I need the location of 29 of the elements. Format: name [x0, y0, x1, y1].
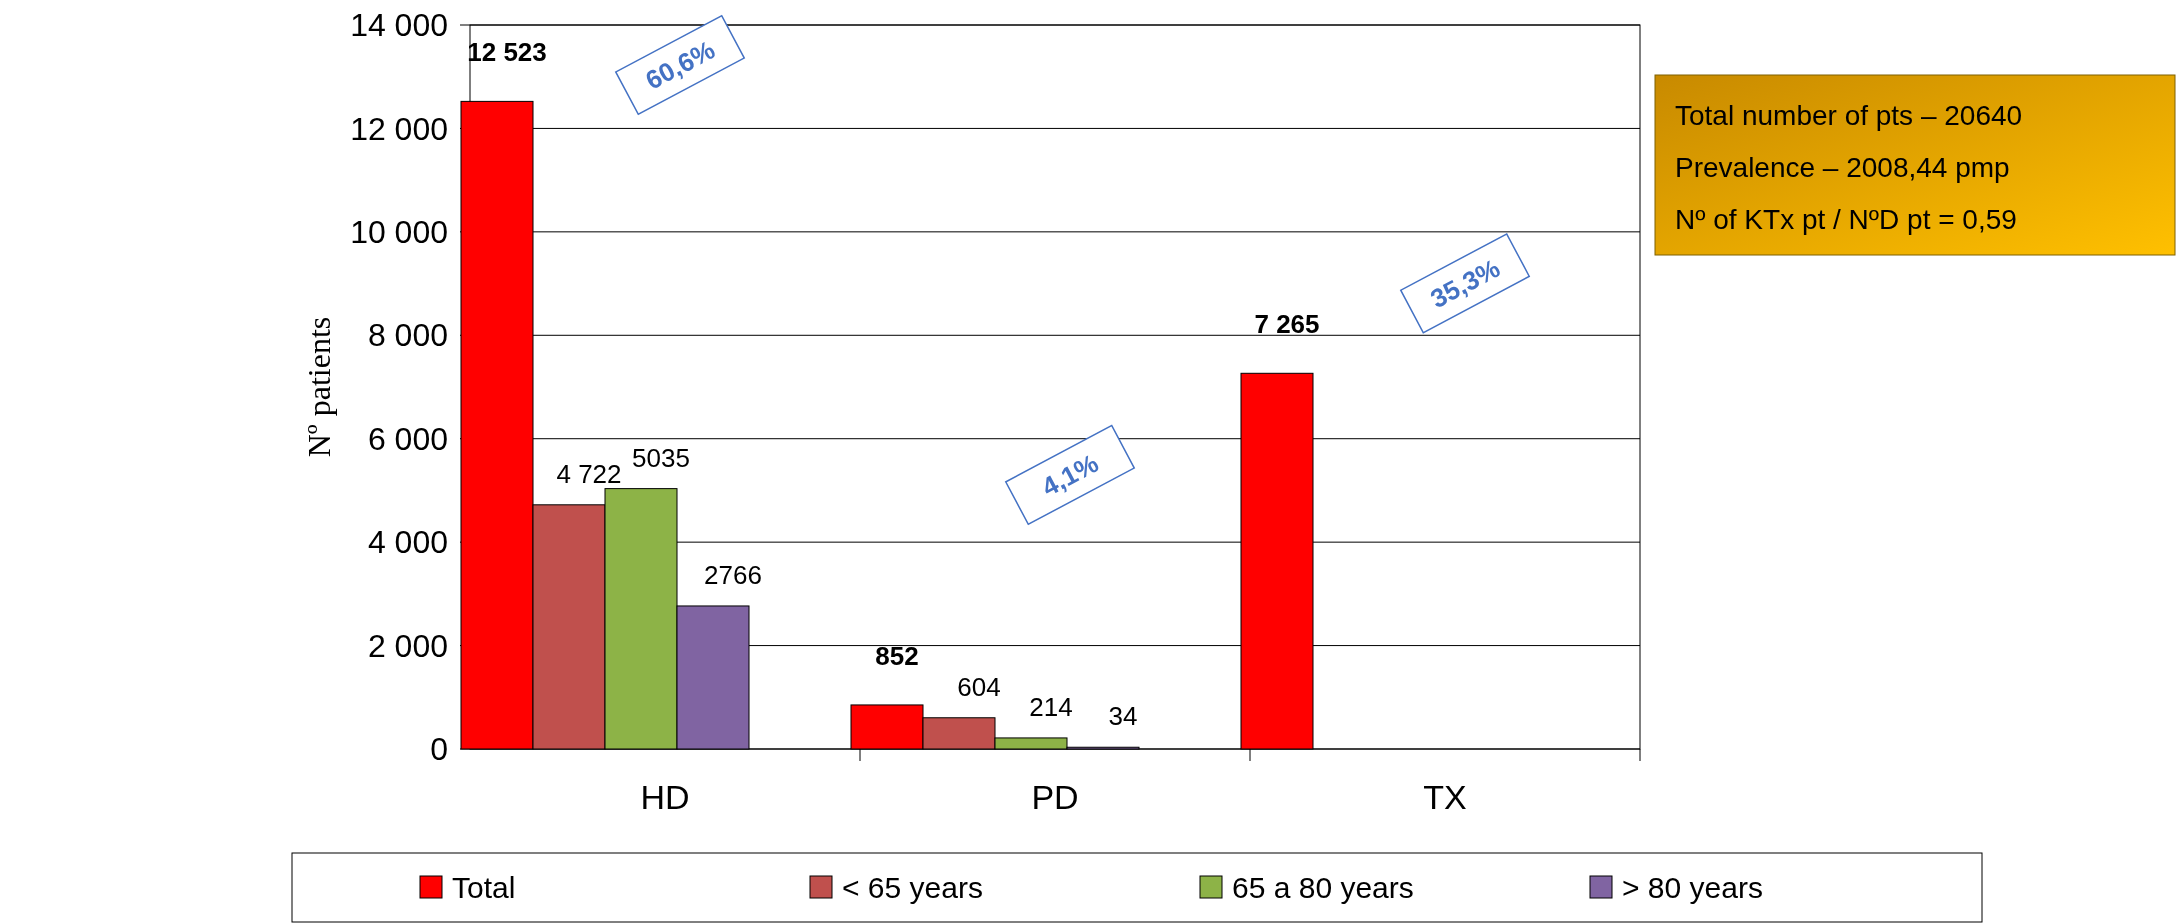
text: Prevalence – 2008,44 pmp [1675, 152, 2010, 183]
data-label: 34 [1108, 701, 1138, 732]
data-label: 214 [1029, 691, 1073, 722]
y-tick-label: 12 000 [350, 110, 448, 147]
data-label: 5035 [632, 442, 690, 473]
y-tick-label: 10 000 [350, 214, 448, 251]
legend-label: < 65 years [842, 870, 983, 904]
data-label: 852 [875, 640, 919, 671]
legend-label: Total [452, 870, 516, 904]
y-tick-label: 4 000 [367, 524, 448, 561]
text: Nº of KTx pt / NºD pt = 0,59 [1675, 204, 2017, 235]
data-label: 604 [957, 671, 1001, 702]
data-label: 7 265 [1254, 309, 1320, 340]
x-tick-label: TX [1423, 778, 1467, 816]
data-label: 4 722 [556, 458, 622, 489]
y-tick-label: 14 000 [350, 7, 448, 44]
data-label: 2766 [704, 559, 762, 590]
data-label: 12 523 [467, 37, 547, 68]
legend-label: > 80 years [1622, 870, 1763, 904]
text: Total number of pts – 20640 [1675, 100, 2023, 131]
annotation: 4,1% [1036, 447, 1104, 503]
x-tick-label: PD [1031, 778, 1079, 816]
legend-label: 65 a 80 years [1232, 870, 1414, 904]
y-tick-label: 2 000 [367, 627, 448, 664]
y-tick-label: 0 [430, 731, 448, 768]
x-tick-label: HD [640, 778, 690, 816]
y-tick-label: 6 000 [367, 420, 448, 457]
y-tick-label: 8 000 [367, 317, 448, 354]
y-axis-title: Nº patients [301, 316, 337, 458]
